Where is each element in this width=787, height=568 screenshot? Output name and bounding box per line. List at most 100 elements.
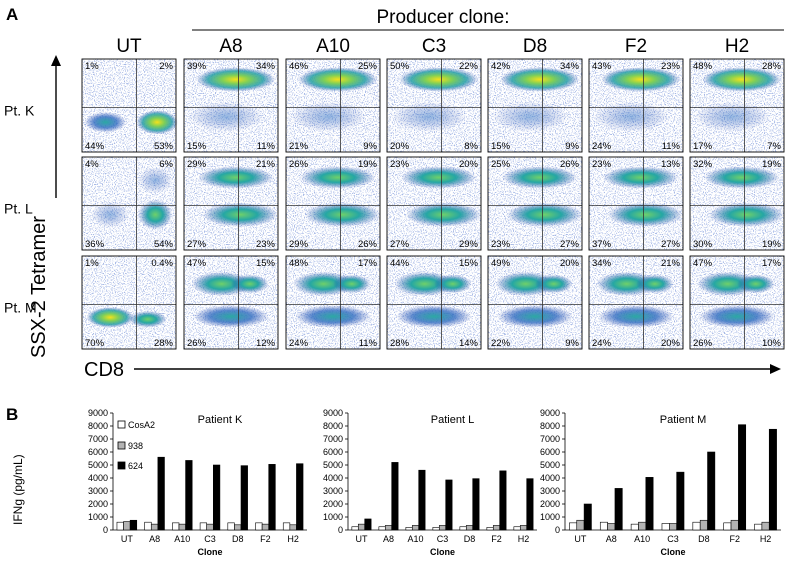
quadrant-upper-right: 15%	[459, 258, 479, 269]
bar-624-d8	[472, 478, 480, 531]
bar-chart-patient-l: 0 1000 2000 3000 4000 5000 6000 7000 8000 9000 Pat…	[323, 408, 537, 557]
x-tick-label: D8	[698, 534, 710, 544]
bar-938-c3	[438, 525, 447, 531]
cell-population	[138, 167, 173, 194]
plot-pt-l-h2: 32% 19% 30% 19%	[689, 156, 785, 251]
plot-frame	[183, 156, 279, 251]
x-tick-label: UT	[121, 534, 133, 544]
y-axis-title-tetramer: SSX-2 Tetramer	[28, 216, 50, 358]
quadrant-upper-left: 23%	[390, 159, 410, 170]
x-tick-label: D8	[464, 534, 476, 544]
y-tick-label: 6000	[88, 447, 108, 457]
quadrant-upper-right: 19%	[358, 159, 378, 170]
column-label-ut: UT	[116, 36, 142, 57]
chart-title: Patient L	[431, 414, 474, 426]
bar-938-h2	[519, 525, 528, 531]
quadrant-upper-right: 21%	[256, 159, 276, 170]
plot-speckle	[82, 256, 176, 349]
quadrant-lower-left: 70%	[85, 338, 105, 349]
plot-frame	[487, 156, 583, 251]
plot-pt-k-a8: 39% 34% 15% 11%	[183, 58, 279, 153]
bar-624-h2	[296, 463, 304, 531]
legend-label-cosa2: CosA2	[128, 420, 155, 430]
quadrant-lower-right: 9%	[565, 141, 579, 152]
bar-chart-patient-k: 0 1000 2000 3000 4000 5000 6000 7000 8000 9000 Pat…	[88, 408, 307, 557]
cell-population	[86, 307, 134, 328]
bar-cosa2-f2	[255, 522, 263, 531]
cell-population	[506, 202, 582, 227]
plot-speckle	[488, 256, 582, 349]
y-tick-label: 3000	[540, 486, 560, 496]
plot-speckle	[690, 256, 784, 349]
x-tick-label: H2	[287, 534, 299, 544]
y-tick-label: 7000	[323, 434, 343, 444]
plot-speckle	[82, 59, 176, 152]
y-tick-label: 8000	[88, 421, 108, 431]
quadrant-lower-left: 26%	[187, 338, 207, 349]
plot-frame	[183, 255, 279, 350]
bar-legend: CosA2 938 624	[117, 420, 155, 471]
bar-cosa2-a8	[378, 526, 386, 531]
cell-population	[492, 101, 568, 132]
quadrant-lower-right: 27%	[560, 239, 580, 250]
quadrant-lower-right: 14%	[459, 338, 479, 349]
cell-population	[399, 67, 479, 92]
y-tick-label: 1000	[323, 512, 343, 522]
column-label-d8: D8	[523, 36, 547, 57]
plot-pt-l-a10: 26% 19% 29% 26%	[285, 156, 381, 251]
plot-frame	[487, 58, 583, 153]
cell-population	[607, 202, 684, 227]
quadrant-upper-right: 19%	[762, 159, 782, 170]
quadrant-lower-left: 28%	[390, 338, 410, 349]
legend-label-624: 624	[128, 461, 143, 471]
y-tick-label: 0	[103, 525, 108, 535]
x-tick-label: F2	[260, 534, 271, 544]
quadrant-lower-left: 29%	[289, 239, 309, 250]
plot-frame	[689, 255, 785, 350]
quadrant-upper-left: 26%	[289, 159, 309, 170]
cell-population	[202, 202, 278, 227]
quadrant-lower-right: 28%	[154, 338, 174, 349]
cell-population	[699, 305, 775, 328]
quadrant-upper-left: 50%	[390, 61, 410, 72]
x-axis-title: Clone	[197, 547, 222, 557]
x-axis-title-cd8: CD8	[84, 359, 124, 381]
bar-938-f2	[261, 523, 270, 531]
column-label-a8: A8	[219, 36, 242, 57]
plot-pt-k-a10: 46% 25% 21% 9%	[285, 58, 381, 153]
bar-938-ut	[576, 519, 585, 531]
cell-population	[290, 101, 366, 132]
cell-population	[535, 274, 573, 294]
y-tick-label: 0	[555, 525, 560, 535]
quadrant-upper-right: 21%	[661, 258, 681, 269]
cell-population	[601, 67, 681, 92]
bar-624-a10	[418, 469, 426, 531]
bar-cosa2-h2	[754, 523, 763, 531]
quadrant-lower-right: 7%	[767, 141, 781, 152]
cell-population	[396, 305, 472, 328]
x-tick-label: H2	[518, 534, 530, 544]
plot-frame	[487, 255, 583, 350]
quadrant-lower-right: 26%	[358, 239, 378, 250]
x-tick-label: C3	[204, 534, 216, 544]
bar-cosa2-a10	[172, 522, 180, 531]
plot-frame	[386, 58, 482, 153]
quadrant-lower-right: 11%	[359, 338, 378, 349]
plot-pt-m-a10: 48% 17% 24% 11%	[285, 255, 381, 350]
x-tick-label: A10	[634, 534, 650, 544]
quadrant-upper-right: 26%	[560, 159, 580, 170]
y-tick-label: 5000	[540, 460, 560, 470]
cell-population	[500, 67, 580, 92]
bar-cosa2-c3	[432, 527, 440, 531]
x-tick-label: UT	[356, 534, 368, 544]
bar-cosa2-f2	[486, 527, 494, 531]
y-tick-label: 8000	[323, 421, 343, 431]
quadrant-upper-left: 44%	[390, 258, 410, 269]
quadrant-upper-left: 43%	[592, 61, 612, 72]
plot-frame	[588, 58, 684, 153]
row-label-pt-l: Pt. L	[4, 201, 33, 217]
y-tick-label: 3000	[88, 486, 108, 496]
y-tick-label: 4000	[323, 473, 343, 483]
chart-title: Patient M	[660, 414, 706, 426]
x-tick-label: A10	[174, 534, 190, 544]
